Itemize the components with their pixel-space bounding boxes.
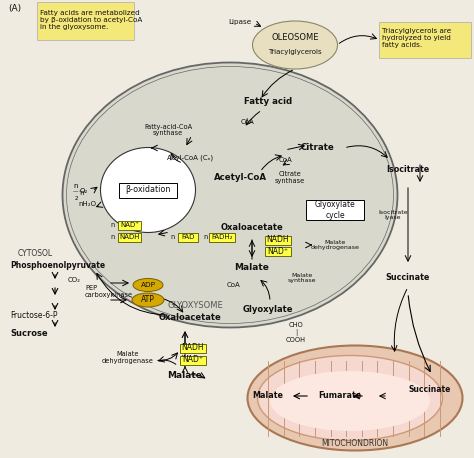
Text: Malate
synthase: Malate synthase — [288, 273, 316, 284]
Text: Fructose-6-P: Fructose-6-P — [10, 311, 57, 321]
Text: Sucrose: Sucrose — [10, 329, 47, 338]
Text: Triacylglycerols: Triacylglycerols — [268, 49, 322, 55]
Ellipse shape — [100, 147, 195, 233]
Text: NADH: NADH — [267, 235, 289, 245]
Bar — [306, 200, 364, 220]
Text: β-oxidation: β-oxidation — [125, 185, 171, 195]
Text: NAD⁺: NAD⁺ — [120, 222, 139, 228]
Text: Fumarate: Fumarate — [319, 392, 362, 400]
Ellipse shape — [270, 371, 430, 431]
Text: n: n — [111, 234, 115, 240]
Text: MITOCHONDRION: MITOCHONDRION — [321, 438, 389, 447]
Text: PEP
carboxykinase: PEP carboxykinase — [85, 285, 133, 299]
FancyBboxPatch shape — [37, 2, 134, 40]
Text: CoA: CoA — [241, 119, 255, 125]
Text: NADH: NADH — [120, 234, 140, 240]
Text: n: n — [73, 183, 78, 189]
Text: NAD⁺: NAD⁺ — [182, 355, 203, 365]
Text: CoA: CoA — [279, 157, 293, 163]
Ellipse shape — [253, 21, 337, 69]
Text: n: n — [111, 222, 115, 228]
FancyBboxPatch shape — [379, 22, 471, 58]
Text: NADH: NADH — [182, 344, 204, 353]
Text: Fatty acid: Fatty acid — [244, 98, 292, 107]
Text: ATP: ATP — [141, 295, 155, 305]
Text: Succinate: Succinate — [386, 273, 430, 283]
Text: n: n — [171, 234, 175, 240]
Text: CoA: CoA — [226, 282, 240, 288]
Text: Triacylglycerols are
hydrolyzed to yield
fatty acids.: Triacylglycerols are hydrolyzed to yield… — [382, 28, 451, 48]
Text: Lipase: Lipase — [229, 19, 252, 25]
Text: Malate
dehydrogenase: Malate dehydrogenase — [310, 240, 359, 251]
Ellipse shape — [257, 355, 443, 441]
Text: Fatty acids are metabolized
by β-oxidation to acetyl-CoA
in the glyoxysome.: Fatty acids are metabolized by β-oxidati… — [40, 10, 142, 30]
Text: COOH: COOH — [286, 337, 306, 343]
Bar — [209, 233, 235, 241]
Bar — [178, 233, 198, 241]
Text: —: — — [73, 190, 78, 195]
Text: OLEOSOME: OLEOSOME — [271, 33, 319, 43]
Text: CHO: CHO — [289, 322, 303, 328]
Text: Malate: Malate — [168, 371, 202, 380]
Text: Citrate
synthase: Citrate synthase — [275, 171, 305, 185]
Text: FADH₂: FADH₂ — [211, 234, 233, 240]
Text: Acetyl-CoA: Acetyl-CoA — [213, 174, 266, 182]
Text: Oxaloacetate: Oxaloacetate — [220, 224, 283, 233]
Text: Acyl-CoA (Cₙ): Acyl-CoA (Cₙ) — [167, 155, 213, 161]
Bar — [265, 235, 291, 245]
Text: O₂: O₂ — [80, 188, 88, 194]
Text: nH₂O: nH₂O — [78, 201, 96, 207]
Bar — [180, 355, 206, 365]
Text: Glyoxylate
cycle: Glyoxylate cycle — [315, 200, 356, 220]
Text: Malate
dehydrogenase: Malate dehydrogenase — [102, 351, 154, 365]
Text: Isocitrate
lyase: Isocitrate lyase — [378, 210, 408, 220]
Text: Isocitrate: Isocitrate — [386, 165, 429, 174]
Bar — [265, 246, 291, 256]
Ellipse shape — [247, 345, 463, 451]
Text: Malate: Malate — [235, 263, 269, 273]
Bar — [118, 220, 142, 229]
Bar — [118, 233, 142, 241]
Text: Glyoxylate: Glyoxylate — [243, 305, 293, 315]
Text: Citrate: Citrate — [301, 143, 335, 153]
Ellipse shape — [133, 278, 163, 291]
Text: CO₂: CO₂ — [68, 277, 81, 283]
Bar — [180, 344, 206, 353]
Text: GLYOXYSOME: GLYOXYSOME — [167, 300, 223, 310]
Text: ADP: ADP — [140, 282, 155, 288]
Text: FAD: FAD — [182, 234, 195, 240]
Text: |: | — [295, 329, 297, 337]
Text: Fatty-acid-CoA
synthase: Fatty-acid-CoA synthase — [144, 124, 192, 136]
Text: Oxaloacetate: Oxaloacetate — [159, 313, 221, 322]
Ellipse shape — [132, 293, 164, 307]
Text: 2: 2 — [74, 196, 78, 201]
Text: (A): (A) — [8, 4, 21, 12]
Text: ’n: ’n — [78, 190, 85, 196]
Bar — [119, 182, 177, 197]
Text: Malate: Malate — [253, 392, 283, 400]
Text: CYTOSOL: CYTOSOL — [18, 249, 53, 257]
Text: n: n — [204, 234, 208, 240]
Text: Phosphoenolpyruvate: Phosphoenolpyruvate — [10, 261, 105, 269]
Text: NAD⁺: NAD⁺ — [267, 246, 289, 256]
Ellipse shape — [63, 62, 398, 327]
Text: Succinate: Succinate — [409, 386, 451, 394]
